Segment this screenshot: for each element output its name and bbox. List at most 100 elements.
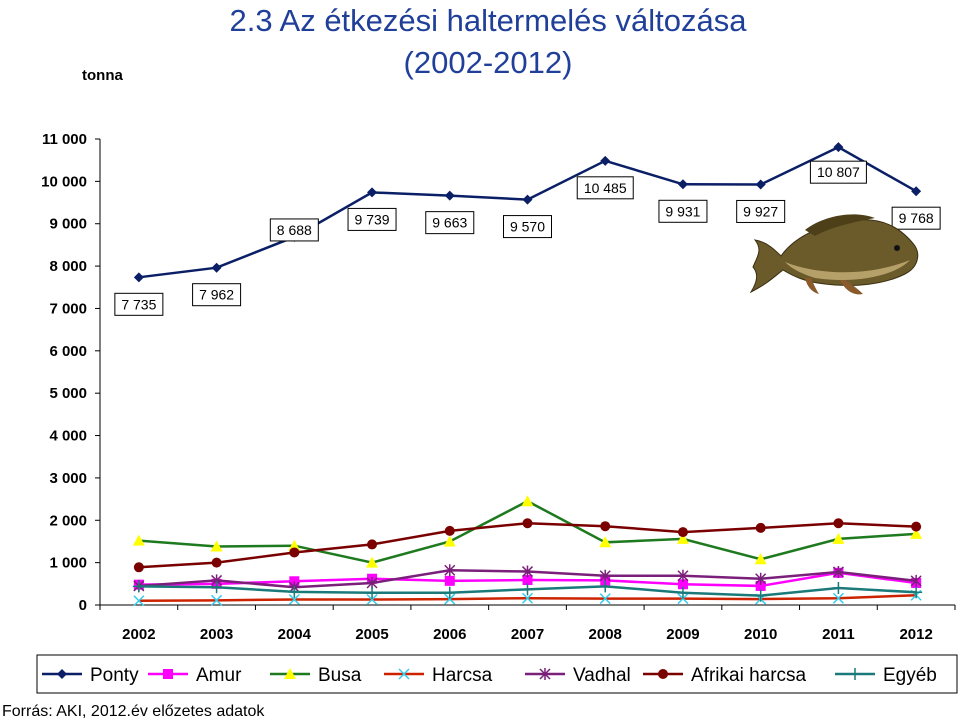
data-point-egyeb [521,583,534,596]
data-label-box [576,176,634,200]
y-tick-label: 6 000 [49,343,87,360]
data-point-vadhal [521,565,534,578]
data-point-harcsa [288,593,300,606]
x-tick-label: 2004 [278,626,312,643]
data-label-box [114,292,164,316]
data-point-busa [443,535,456,547]
data-label-box [809,160,867,184]
legend-marker [57,669,67,679]
data-point-afrikai-harcsa [833,518,844,529]
data-point-vadhal [444,564,456,577]
data-label: 7 962 [199,287,234,303]
data-point-egyeb [754,589,767,602]
data-point-afrikai-harcsa [755,522,766,533]
data-point-amur [444,575,455,586]
data-label: 10 807 [817,164,860,180]
data-point-egyeb [832,582,845,595]
data-point-harcsa [521,592,534,604]
y-tick-label: 0 [79,597,87,614]
data-point-amur [677,579,688,590]
data-point-busa [210,540,223,552]
data-point-busa [754,553,767,565]
y-tick-label: 11 000 [42,131,87,148]
data-point-afrikai-harcsa [211,557,222,568]
data-label: 8 688 [277,222,312,238]
legend-marker [658,669,668,679]
data-label-box [192,283,242,307]
data-point-busa [676,532,689,544]
legend: Ponty Amur Busa Harcsa Vadhal Afrikai harcsa E… [42,665,937,686]
data-point-vadhal [677,569,689,582]
data-point-harcsa [133,595,145,607]
legend-marker [849,668,861,680]
legend-marker [539,668,551,680]
legend-marker [284,668,296,679]
data-point-ponty [444,190,455,201]
data-label: 9 927 [743,203,778,219]
data-point-busa [132,534,145,546]
data-point-ponty [911,186,922,197]
data-point-ponty [522,194,533,205]
data-point-ponty [755,179,766,190]
data-point-afrikai-harcsa [444,525,455,536]
data-point-ponty [833,142,844,153]
data-point-ponty [677,179,688,190]
data-point-ponty [211,262,222,273]
data-point-egyeb [132,580,145,593]
data-label: 9 570 [510,219,545,235]
source-note: Forrás: AKI, 2012.év előzetes adatok [2,703,265,719]
data-point-afrikai-harcsa [289,547,300,558]
x-tick-label: 2008 [589,626,622,643]
data-point-vadhal [755,572,767,585]
data-point-egyeb [599,580,612,593]
legend-label: Busa [318,665,362,686]
data-point-vadhal [832,565,844,578]
data-point-afrikai-harcsa [911,521,922,532]
data-point-busa [521,495,534,507]
data-point-afrikai-harcsa [677,527,688,538]
x-tick-label: 2011 [822,626,855,643]
chart-title: 2.3 Az étkezési haltermelés változása [230,3,748,38]
data-point-vadhal [599,569,611,582]
y-tick-label: 5 000 [49,385,87,402]
data-point-harcsa [444,593,456,605]
data-labels: 7 735 7 962 8 688 9 739 9 663 9 570 10 485 9 93… [114,160,941,316]
series-line-busa [138,499,917,564]
y-tick-label: 7 000 [49,300,87,317]
x-tick-label: 2010 [744,626,777,643]
y-axis-unit-label: tonna [82,67,123,84]
data-point-ponty [367,187,378,198]
data-point-ponty [133,272,144,283]
y-tick-label: 4 000 [49,428,87,445]
data-point-ponty [600,155,611,166]
x-tick-label: 2005 [355,626,388,643]
data-point-egyeb [910,586,923,599]
legend-label: Vadhal [573,665,631,686]
data-point-busa [910,527,923,539]
data-label: 9 931 [665,203,700,219]
y-tick-label: 8 000 [49,258,87,275]
data-point-busa [599,536,612,548]
legend-label: Egyéb [883,665,937,686]
data-point-amur [522,575,533,586]
y-tick-label: 3 000 [49,470,87,487]
data-label: 9 768 [899,210,934,226]
legend-label: Afrikai harcsa [691,665,807,686]
x-tick-label: 2006 [433,626,466,643]
data-point-harcsa [599,593,611,605]
x-tick-label: 2003 [200,626,233,643]
data-label: 7 735 [121,296,156,312]
data-point-afrikai-harcsa [133,562,144,573]
data-point-egyeb [366,586,379,599]
data-point-egyeb [210,581,223,594]
legend-marker [398,668,410,680]
data-point-busa [288,539,301,551]
legend-label: Harcsa [432,665,493,686]
y-tick-label: 9 000 [49,216,87,233]
data-point-afrikai-harcsa [600,521,611,532]
series-layer [132,142,923,607]
legend-label: Amur [196,665,242,686]
data-point-vadhal [910,574,922,587]
chart-subtitle: (2002-2012) [404,45,573,80]
